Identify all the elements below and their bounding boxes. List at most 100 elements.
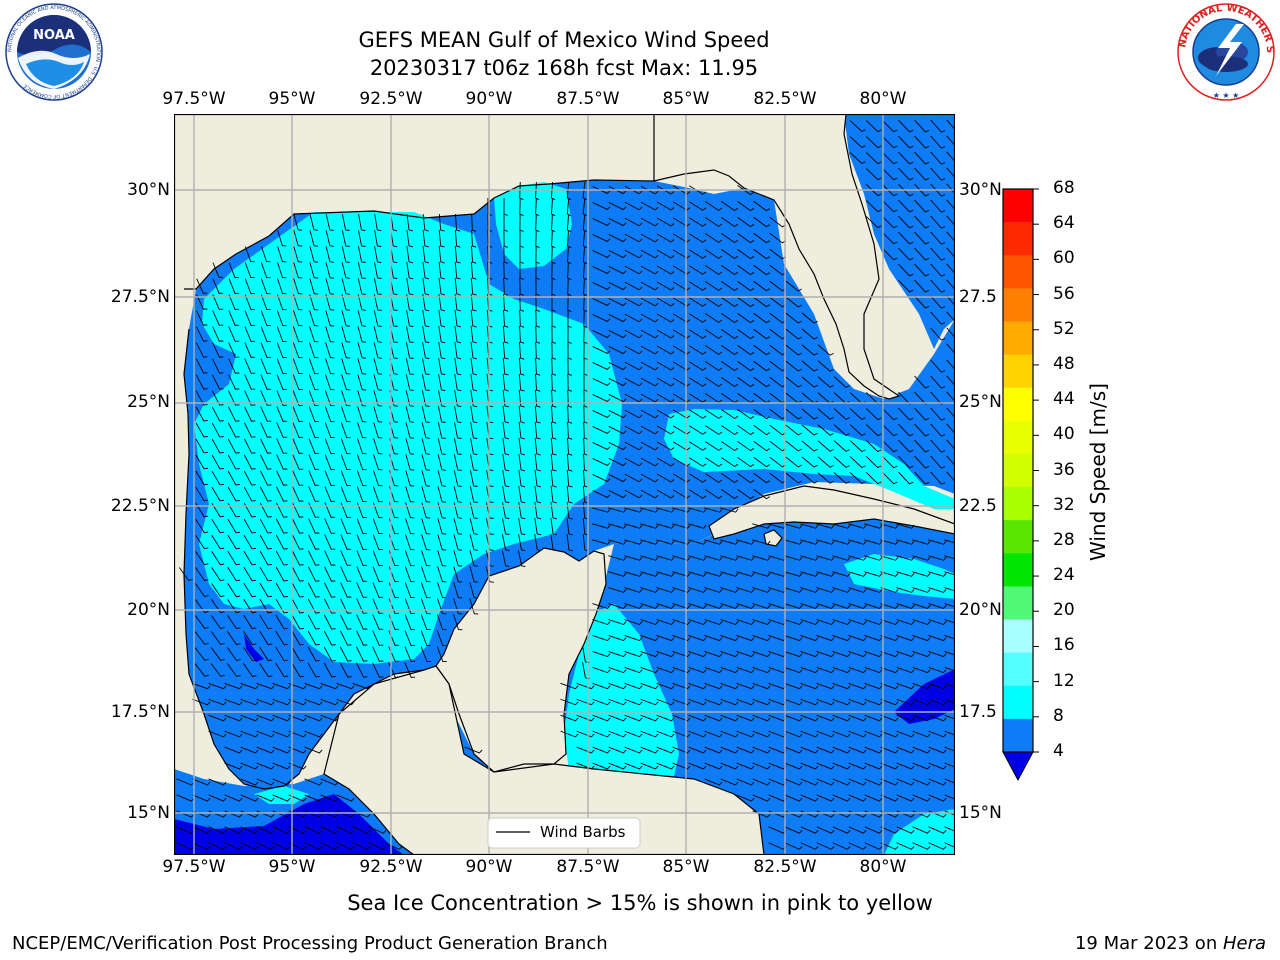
wind-barb — [566, 501, 573, 520]
wind-barb — [896, 842, 915, 850]
wind-barb — [340, 470, 351, 486]
wind-barb — [882, 215, 898, 229]
wind-barb — [688, 571, 707, 577]
wind-barb — [930, 167, 946, 181]
wind-barb — [292, 326, 303, 343]
wind-barb — [880, 826, 899, 834]
wind-barb — [260, 438, 272, 454]
wind-barb — [896, 682, 915, 690]
wind-barb — [550, 502, 557, 520]
wind-barb — [946, 231, 955, 243]
wind-barb — [914, 215, 930, 229]
wind-barb — [211, 518, 225, 534]
wind-barb — [753, 312, 771, 324]
wind-barb — [880, 603, 899, 609]
wind-barb — [944, 587, 955, 592]
wind-barb — [243, 647, 257, 662]
wind-barb — [583, 357, 588, 376]
wind-barb — [309, 214, 318, 231]
wind-barb — [930, 215, 946, 229]
wind-barb — [753, 440, 771, 452]
wind-barb — [864, 746, 883, 754]
wind-barb — [422, 213, 429, 232]
wind-barb — [816, 746, 835, 754]
wind-barb — [438, 342, 446, 360]
wind-barb — [195, 470, 209, 486]
wind-barb — [582, 229, 588, 249]
wind-barb — [485, 566, 494, 583]
wind-barb — [946, 247, 955, 259]
wind-barb — [340, 486, 351, 502]
wind-barb — [640, 635, 659, 642]
wind-barb — [849, 408, 866, 421]
wind-barb — [372, 646, 384, 662]
wind-barb — [656, 571, 675, 577]
wind-barb — [404, 598, 415, 614]
wind-barb — [784, 587, 803, 593]
wind-barb — [688, 249, 707, 259]
wind-barb — [550, 181, 556, 201]
wind-barb — [227, 631, 241, 646]
wind-barb — [912, 635, 931, 642]
wind-barb — [518, 550, 526, 567]
wind-barb — [688, 730, 707, 738]
wind-barb — [946, 135, 955, 147]
wind-barb — [244, 390, 256, 406]
wind-barb — [592, 635, 611, 642]
wind-barb — [898, 199, 914, 213]
wind-barb — [357, 438, 367, 455]
wind-barb — [309, 326, 319, 343]
wind-barb — [592, 650, 611, 658]
wind-barb — [551, 389, 557, 408]
wind-barb — [784, 730, 803, 738]
wind-barb — [196, 310, 208, 326]
wind-barb — [357, 406, 367, 423]
wind-barb — [453, 438, 462, 455]
wind-barb — [228, 358, 240, 374]
wind-barb — [224, 730, 243, 738]
wind-barb — [551, 229, 556, 249]
wind-barb — [832, 762, 851, 770]
wind-barb — [195, 358, 208, 374]
wind-barb — [308, 438, 320, 454]
wind-barb — [705, 281, 723, 291]
wind-barb — [420, 598, 431, 615]
wind-barb — [865, 456, 882, 469]
lon-tick-top: 82.5°W — [753, 89, 817, 109]
wind-barb — [898, 151, 914, 165]
wind-barb — [422, 278, 430, 296]
wind-barb — [946, 151, 955, 163]
wind-barb — [928, 682, 947, 690]
wind-barb — [640, 329, 659, 339]
wind-barb — [208, 842, 227, 850]
chart-subtitle-run: 20230317 t06z 168h fcst Max: 11.95 — [369, 56, 759, 80]
wind-barb — [753, 344, 771, 356]
wind-barb — [374, 246, 382, 264]
wind-barb — [454, 229, 461, 248]
lon-tick-top: 87.5°W — [556, 89, 620, 109]
wind-barb — [656, 682, 675, 690]
wind-barb — [624, 185, 643, 195]
wind-barb — [535, 181, 540, 201]
wind-barb — [640, 233, 659, 243]
wind-barb — [259, 550, 272, 566]
wind-barb — [357, 422, 367, 439]
wind-barb — [784, 619, 803, 626]
wind-barb — [721, 249, 739, 260]
colorbar-tick-label: 20 — [1053, 600, 1075, 621]
wind-barb — [592, 762, 611, 770]
wind-barb — [640, 714, 659, 722]
wind-barb — [519, 325, 525, 344]
wind-barb — [704, 714, 723, 722]
wind-barb — [291, 614, 304, 630]
wind-barb — [800, 762, 819, 770]
wind-barb — [705, 217, 723, 227]
wind-barb — [849, 424, 866, 437]
wind-barb — [946, 439, 955, 451]
wind-barb — [308, 550, 320, 566]
wind-barb — [592, 250, 611, 258]
wind-barb — [535, 309, 541, 328]
wind-barb — [832, 619, 851, 626]
wind-barb — [800, 826, 819, 834]
wind-barb — [485, 550, 494, 567]
